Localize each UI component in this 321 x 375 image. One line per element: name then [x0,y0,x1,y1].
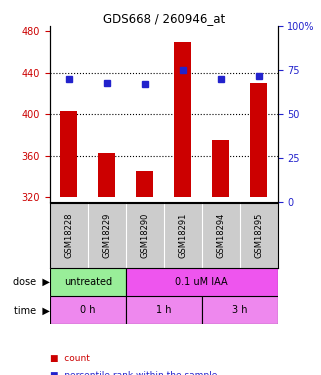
Bar [126,268,278,296]
Bar [174,42,191,197]
Bar [202,296,278,324]
Bar [250,83,267,197]
Text: 0.1 uM IAA: 0.1 uM IAA [175,277,228,287]
Text: GSM18290: GSM18290 [140,213,149,258]
Text: 0 h: 0 h [80,305,95,315]
Text: GSM18291: GSM18291 [178,213,187,258]
Text: untreated: untreated [64,277,112,287]
Text: 1 h: 1 h [156,305,171,315]
Bar [212,140,229,197]
Text: GSM18228: GSM18228 [64,213,73,258]
Text: GSM18229: GSM18229 [102,213,111,258]
Title: GDS668 / 260946_at: GDS668 / 260946_at [103,12,225,25]
Bar [60,111,77,197]
Text: 3 h: 3 h [232,305,247,315]
Bar [136,171,153,197]
Text: GSM18295: GSM18295 [254,213,263,258]
Bar [98,153,115,197]
Text: time  ▶: time ▶ [14,305,50,315]
Text: dose  ▶: dose ▶ [13,277,50,287]
Text: ■  count: ■ count [50,354,90,363]
Text: ■  percentile rank within the sample: ■ percentile rank within the sample [50,371,217,375]
Bar [50,296,126,324]
Bar [50,268,126,296]
Text: GSM18294: GSM18294 [216,213,225,258]
Bar [126,296,202,324]
